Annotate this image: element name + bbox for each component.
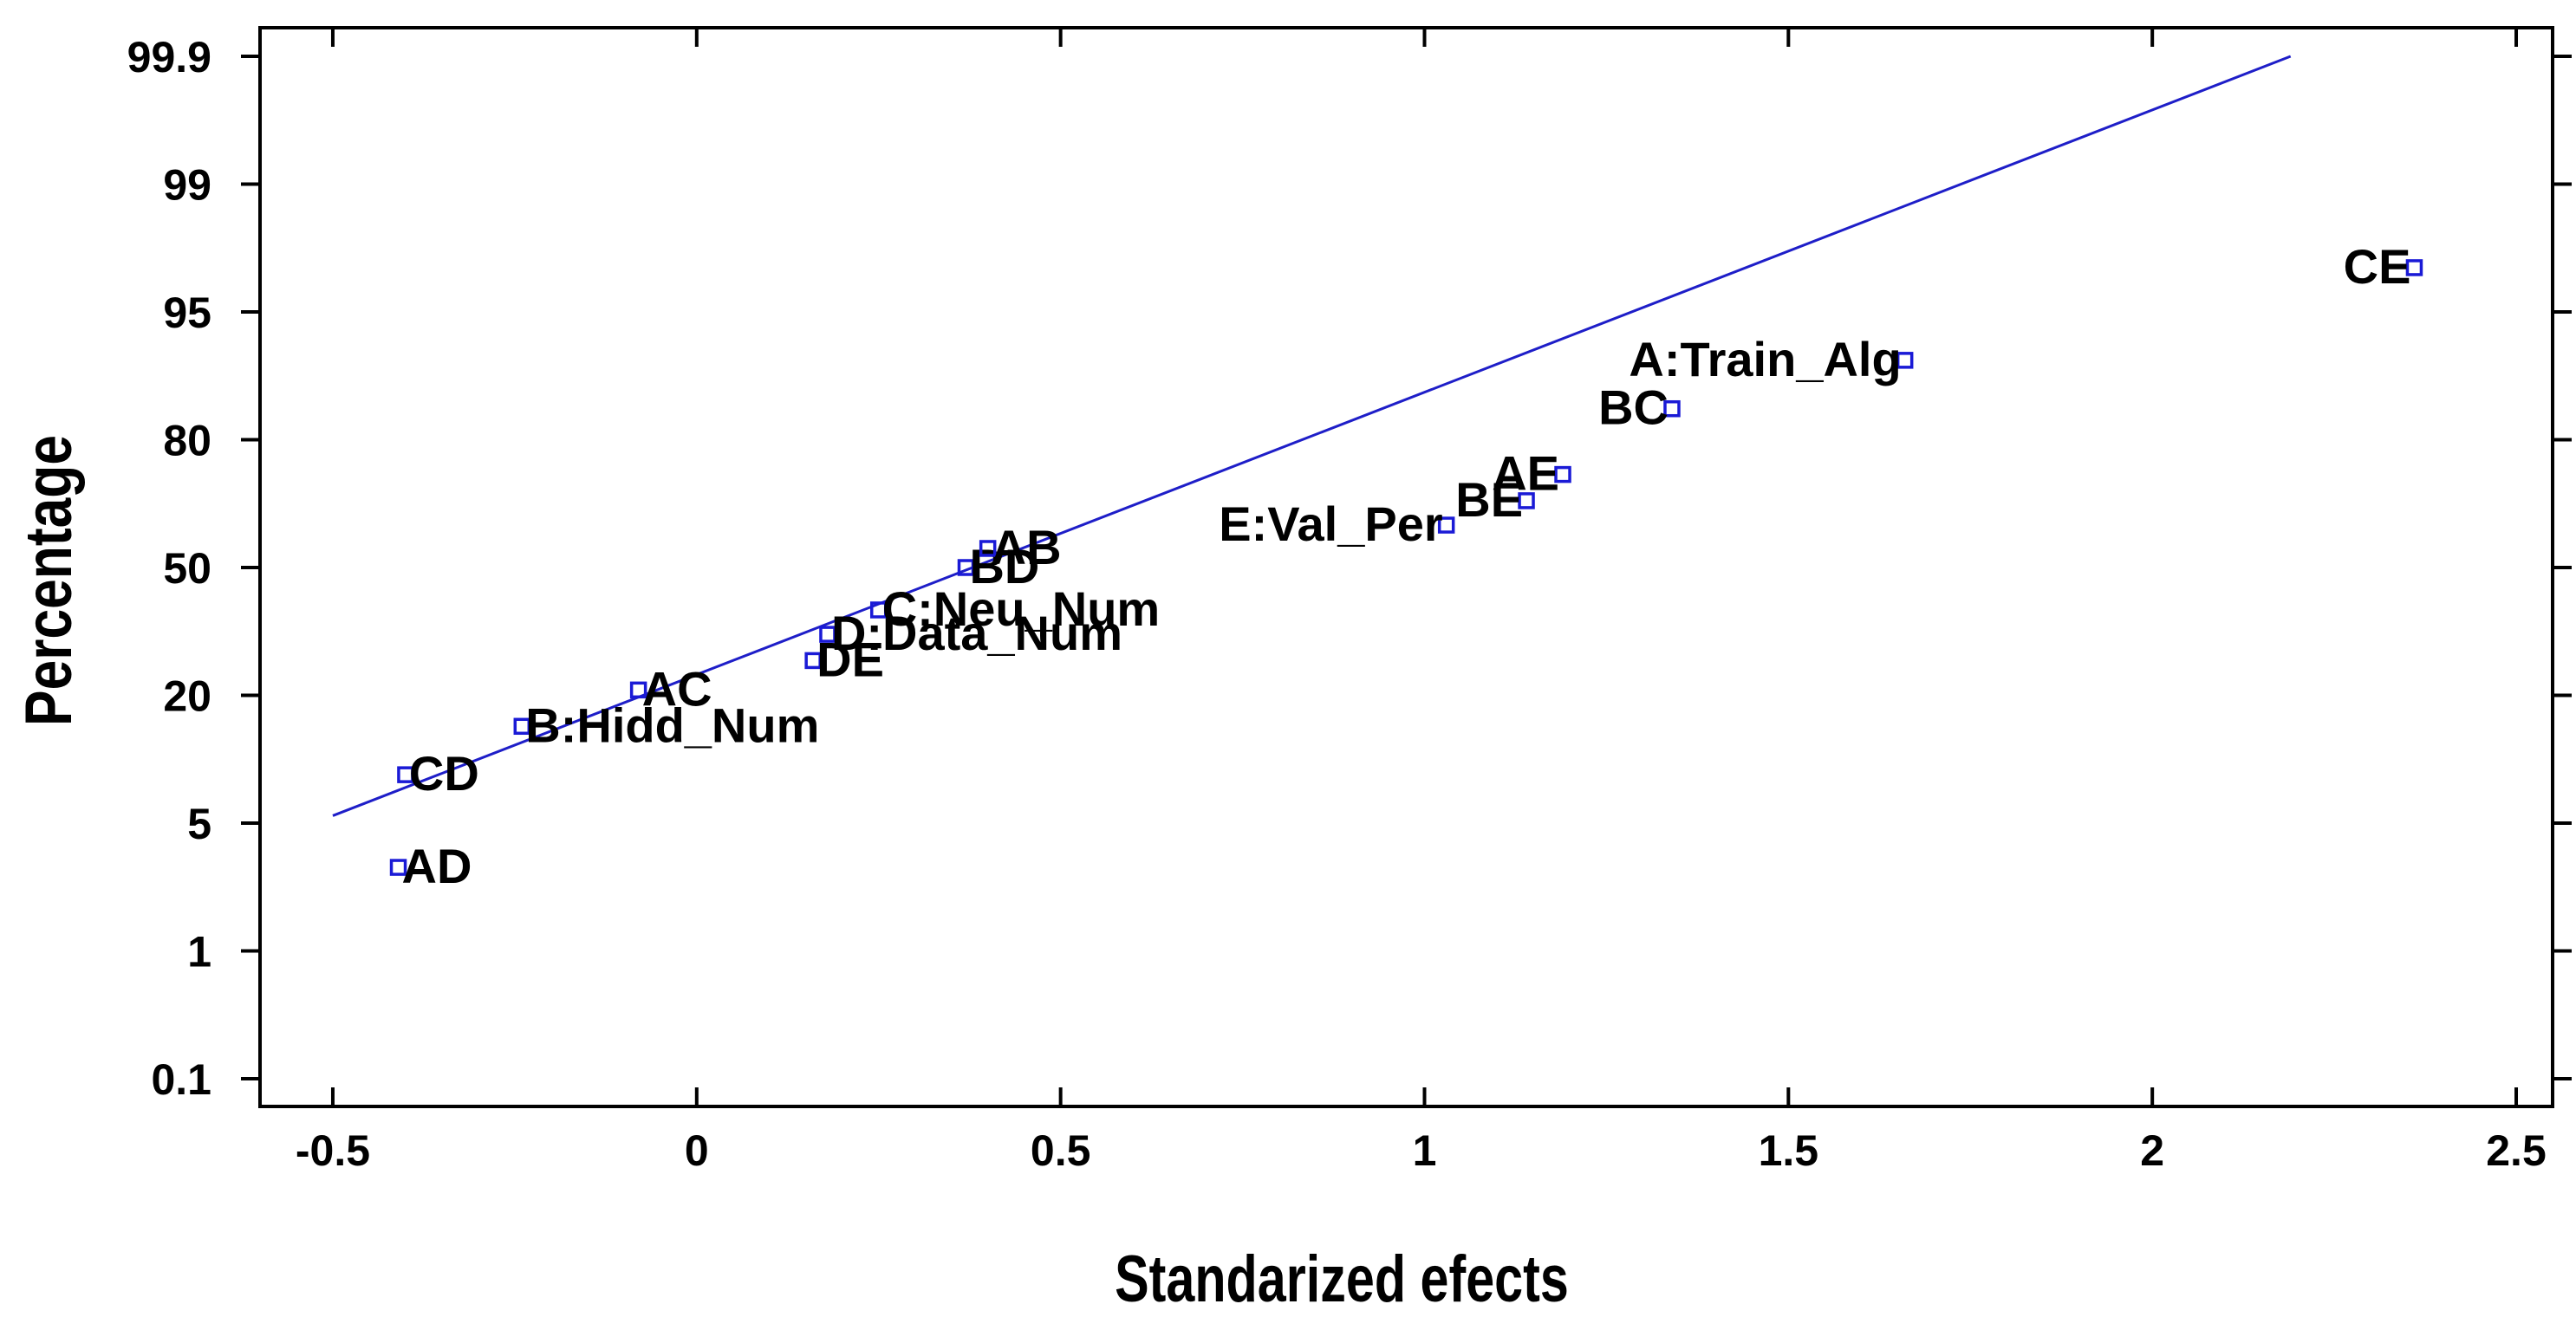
x-tick-label: 2 xyxy=(2140,1126,2164,1175)
data-point xyxy=(1896,352,1914,369)
x-tick-label: 2.5 xyxy=(2486,1126,2547,1175)
y-tick-label: 1 xyxy=(187,928,211,976)
x-tick-label: -0.5 xyxy=(296,1126,370,1175)
data-point xyxy=(1663,399,1681,418)
data-point xyxy=(869,601,888,619)
point-label: D:Data_Num xyxy=(831,606,1122,660)
point-label: C:Neu_Num xyxy=(882,581,1160,636)
x-tick-label: 0 xyxy=(685,1126,709,1175)
data-point xyxy=(513,717,531,736)
normal-fit-line xyxy=(332,55,2292,817)
y-tick-label: 0.1 xyxy=(151,1055,211,1104)
data-point xyxy=(979,540,997,557)
point-label: AE xyxy=(1492,446,1559,501)
point-label: BC xyxy=(1598,380,1669,435)
data-point xyxy=(397,766,414,783)
y-tick-label: 95 xyxy=(163,289,211,337)
data-point xyxy=(957,559,975,576)
point-label: BE xyxy=(1455,472,1523,527)
x-tick-label: 1 xyxy=(1413,1126,1437,1175)
y-tick-label: 50 xyxy=(163,544,211,593)
data-point xyxy=(2405,259,2423,276)
point-label: E:Val_Per xyxy=(1219,496,1442,551)
y-axis-title: Percentage xyxy=(11,435,85,726)
point-label: CD xyxy=(409,746,479,801)
x-tick-label: 0.5 xyxy=(1031,1126,1091,1175)
point-label: B:Hidd_Num xyxy=(525,697,819,752)
point-label: AD xyxy=(402,839,472,893)
point-label: AB xyxy=(992,520,1062,574)
data-point xyxy=(1437,516,1455,534)
plot-frame xyxy=(258,26,2554,1108)
data-point xyxy=(1554,465,1571,483)
point-label: CE xyxy=(2344,239,2411,294)
point-label: AC xyxy=(642,661,712,716)
y-tick-label: 99.9 xyxy=(127,33,211,81)
data-point xyxy=(389,859,407,876)
data-point xyxy=(804,652,822,670)
y-tick-label: 99 xyxy=(163,161,211,210)
x-tick-label: 1.5 xyxy=(1759,1126,1819,1175)
x-axis-title: Standarized efects xyxy=(1115,1242,1569,1316)
y-tick-label: 80 xyxy=(163,417,211,465)
y-tick-label: 20 xyxy=(163,672,211,721)
y-tick-label: 5 xyxy=(187,800,211,848)
point-label: A:Train_Alg xyxy=(1629,332,1901,386)
data-point xyxy=(819,626,836,643)
data-point xyxy=(629,681,647,699)
data-point xyxy=(1518,492,1535,509)
